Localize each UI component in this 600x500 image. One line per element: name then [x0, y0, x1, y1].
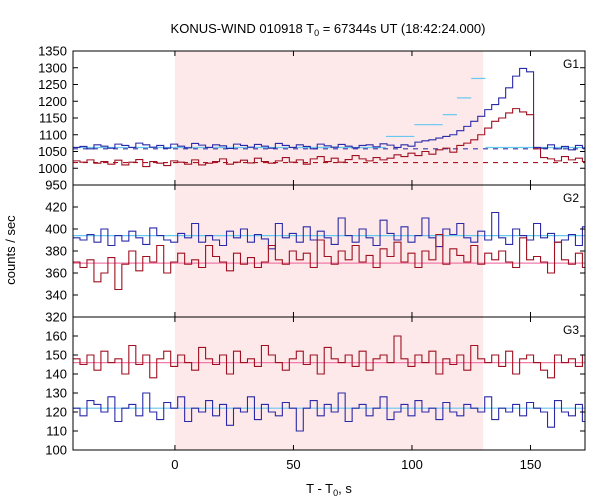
y-tick-label: 130	[45, 386, 67, 401]
y-tick-label: 120	[45, 405, 67, 420]
y-tick-label: 100	[45, 443, 67, 458]
y-tick-label: 1250	[38, 77, 67, 92]
y-tick-label: 420	[45, 200, 67, 215]
x-axis-label-sub: 0	[333, 488, 338, 498]
panel-frame	[72, 316, 586, 451]
panels-layer: 95010001050110011501200125013001350G1320…	[38, 44, 586, 472]
y-tick-label: 1300	[38, 60, 67, 75]
y-axis-label: counts / sec	[3, 215, 18, 285]
series-red-g1	[73, 108, 585, 168]
chart-title: KONUS-WIND 010918 T0 = 67344s UT (18:42:…	[171, 21, 486, 38]
chart-title-sub: 0	[314, 28, 319, 38]
y-tick-label: 1150	[39, 111, 67, 126]
y-tick-label: 360	[45, 266, 67, 281]
series-red-g2	[73, 233, 585, 291]
series-red-g3	[73, 335, 585, 379]
chart-title-prefix: KONUS-WIND 010918 T	[171, 21, 315, 36]
highlight-layer	[174, 51, 484, 450]
y-tick-label: 110	[46, 424, 67, 439]
panel-label: G2	[563, 191, 579, 205]
y-tick-label: 400	[45, 222, 67, 237]
series-blue-g2	[73, 211, 585, 250]
panel-g3: 100 110 120 130 140 150 160 G3	[45, 316, 586, 458]
x-tick-label: 150	[520, 457, 542, 472]
x-axis-label-prefix: T - T	[306, 481, 333, 496]
x-axis-label: T - T0, s	[306, 481, 352, 498]
x-tick-label: 50	[286, 457, 300, 472]
x-axis-label-suffix: , s	[338, 481, 352, 496]
trigger-interval-band	[174, 51, 484, 450]
y-tick-label: 950	[45, 178, 67, 193]
y-tick-label: 1100	[39, 127, 67, 142]
series-blue-g3	[73, 392, 585, 432]
y-tick-label: 140	[45, 367, 67, 382]
panel-label: G1	[563, 57, 579, 71]
y-tick-label: 320	[45, 310, 67, 325]
y-tick-label: 380	[45, 244, 67, 259]
y-tick-label: 150	[45, 348, 67, 363]
chart-title-suffix: = 67344s UT (18:42:24.000)	[319, 21, 485, 36]
series-blue-g1	[73, 67, 585, 151]
y-tick-label: 340	[45, 288, 67, 303]
x-tick-label: 0	[171, 457, 178, 472]
x-tick-label: 100	[401, 457, 423, 472]
y-tick-label: 160	[45, 329, 67, 344]
y-tick-label: 1350	[38, 44, 67, 59]
y-tick-label: 1050	[38, 144, 67, 159]
y-tick-label: 1000	[38, 161, 67, 176]
y-tick-label: 1200	[38, 94, 67, 109]
panel-label: G3	[563, 323, 579, 337]
